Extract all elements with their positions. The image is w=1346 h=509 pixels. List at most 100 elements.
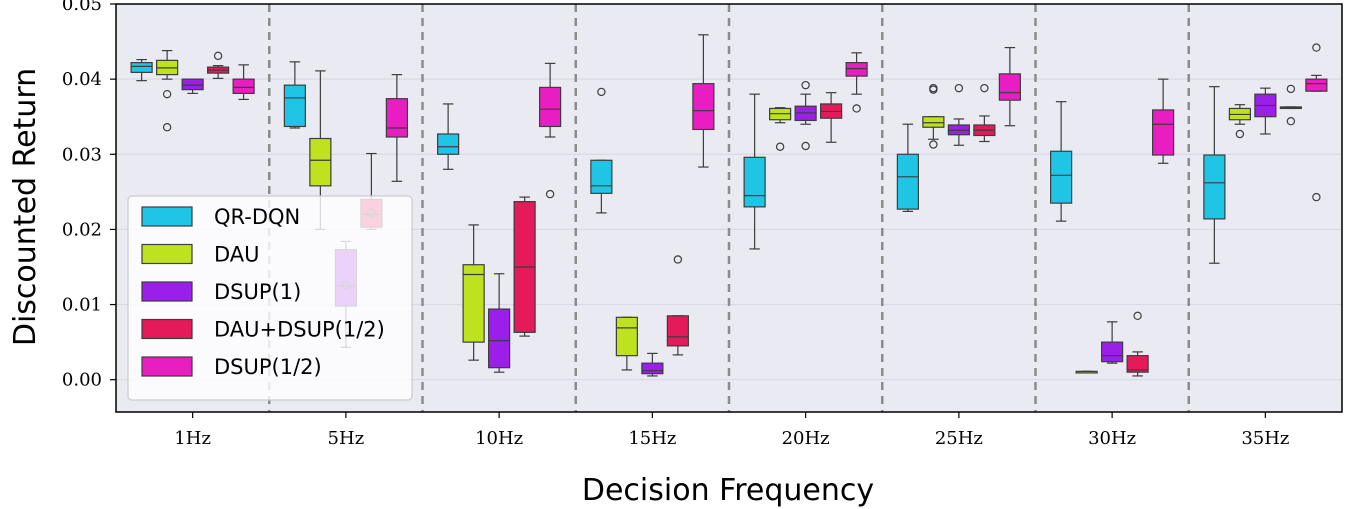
- box-dsup-1-: [181, 78, 204, 95]
- box-dsup-1-2-: [998, 46, 1021, 127]
- outlier-point: [1312, 192, 1321, 202]
- iqr-box: [1305, 78, 1328, 92]
- box-qr-dqn: [1050, 101, 1073, 222]
- iqr-box: [922, 116, 945, 128]
- x-tick-label: 30Hz: [1088, 428, 1136, 449]
- box-dau-dsup-1-2-: [1279, 84, 1302, 126]
- x-tick-label: 10Hz: [475, 428, 523, 449]
- iqr-box: [641, 362, 664, 375]
- y-tick-label: 0.03: [62, 144, 102, 165]
- iqr-box: [590, 159, 613, 194]
- box-qr-dqn: [437, 103, 460, 170]
- iqr-box: [1101, 341, 1124, 363]
- iqr-box: [462, 264, 485, 343]
- outlier-point: [162, 89, 172, 99]
- iqr-box: [615, 316, 638, 357]
- outlier-point: [1312, 43, 1321, 52]
- outlier-point: [673, 255, 683, 264]
- legend-label: QR-DQN: [214, 205, 300, 229]
- outlier-point: [162, 123, 172, 132]
- box-dsup-1-: [1101, 321, 1124, 364]
- box-qr-dqn: [896, 123, 919, 212]
- iqr-box: [1203, 154, 1226, 220]
- outlier-point: [929, 83, 938, 93]
- box-dau-dsup-1-2-: [820, 92, 843, 143]
- x-tick-label: 5Hz: [328, 428, 365, 449]
- legend-swatch: [141, 356, 193, 377]
- iqr-box: [232, 78, 255, 95]
- box-dau: [922, 83, 945, 149]
- iqr-box: [1050, 150, 1073, 204]
- outlier-point: [929, 140, 938, 149]
- plot-frame: [115, 3, 1343, 413]
- outlier-point: [1235, 129, 1245, 139]
- box-dsup-1-2-: [845, 52, 868, 113]
- box-dau-dsup-1-2-: [1126, 311, 1149, 377]
- box-dsup-1-: [641, 352, 664, 377]
- box-dsup-1-: [794, 80, 817, 151]
- y-tick-label: 0.02: [62, 219, 102, 240]
- x-tick-label: 35Hz: [1241, 428, 1289, 449]
- box-dsup-1-: [947, 83, 970, 146]
- box-dsup-1-2-: [1305, 43, 1328, 202]
- box-dau: [462, 224, 485, 361]
- box-dau-dsup-1-2-: [207, 51, 230, 79]
- legend-swatch: [141, 281, 193, 302]
- box-dsup-1-2-: [1152, 78, 1175, 164]
- box-qr-dqn: [590, 87, 613, 214]
- iqr-box: [181, 78, 204, 91]
- box-dsup-1-2-: [539, 62, 562, 199]
- y-axis-label: Discounted Return: [8, 68, 43, 346]
- legend-label: DAU+DSUP(1/2): [214, 318, 385, 342]
- box-dau-dsup-1-2-: [666, 255, 689, 356]
- outlier-point: [597, 87, 606, 97]
- legend-swatch: [141, 318, 193, 340]
- iqr-box: [488, 308, 511, 369]
- boxes: [130, 34, 1328, 377]
- box-dsup-1-2-: [692, 34, 715, 168]
- legend-box: [127, 195, 413, 401]
- group-separators: [268, 4, 1190, 412]
- iqr-box: [437, 133, 460, 155]
- box-dsup-1-: [488, 273, 511, 373]
- outlier-point: [980, 83, 989, 93]
- outlier-point: [775, 142, 785, 151]
- box-dau: [615, 316, 638, 371]
- outlier-point: [954, 83, 964, 93]
- outlier-point: [1286, 84, 1296, 94]
- iqr-box: [309, 137, 332, 187]
- iqr-box: [845, 62, 868, 77]
- iqr-box: [896, 153, 919, 210]
- box-dau: [1075, 370, 1098, 374]
- legend-label: DAU: [214, 243, 260, 267]
- legend: QR-DQN DAU DSUP(1) DAU+DSUP(1/2) DSUP(1/2): [127, 195, 413, 401]
- iqr-box: [692, 83, 715, 131]
- box-dau: [769, 107, 792, 151]
- box-qr-dqn: [743, 93, 766, 250]
- box-dsup-1-2-: [232, 64, 255, 101]
- outlier-point: [852, 104, 861, 113]
- box-qr-dqn: [1203, 86, 1226, 264]
- outlier-point: [801, 141, 810, 151]
- iqr-box: [130, 62, 153, 73]
- legend-label: DSUP(1): [214, 280, 301, 304]
- box-dsup-1-: [1254, 87, 1277, 135]
- outlier-point: [1286, 117, 1296, 126]
- y-tick-label: 0.00: [62, 370, 102, 391]
- box-dau: [1228, 104, 1251, 139]
- outlier-point: [801, 80, 810, 90]
- y-axis-ticks: 0.00 0.01 0.02 0.03 0.04 0.05: [62, 0, 116, 391]
- legend-swatch: [141, 206, 193, 227]
- outlier-point: [545, 189, 555, 199]
- box-dau-dsup-1-2-: [513, 196, 536, 337]
- legend-swatch: [141, 243, 193, 265]
- y-tick-label: 0.05: [62, 0, 102, 15]
- outlier-point: [213, 51, 223, 61]
- iqr-box: [385, 98, 408, 138]
- x-tick-label: 15Hz: [628, 428, 676, 449]
- x-tick-label: 25Hz: [935, 428, 983, 449]
- x-tick-label: 1Hz: [174, 428, 211, 449]
- x-axis-label: Decision Frequency: [582, 473, 874, 508]
- y-tick-label: 0.01: [62, 295, 102, 316]
